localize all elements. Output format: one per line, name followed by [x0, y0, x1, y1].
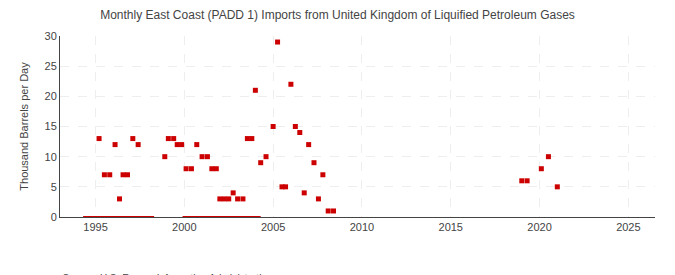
svg-text:2025: 2025	[616, 221, 640, 233]
svg-text:0: 0	[51, 211, 57, 223]
svg-text:15: 15	[45, 120, 57, 132]
svg-text:2020: 2020	[527, 221, 551, 233]
svg-text:Thousand Barrels per Day: Thousand Barrels per Day	[18, 62, 30, 191]
svg-text:10: 10	[45, 151, 57, 163]
svg-text:20: 20	[45, 90, 57, 102]
svg-text:30: 30	[45, 30, 57, 42]
svg-text:5: 5	[51, 181, 57, 193]
svg-text:2010: 2010	[350, 221, 374, 233]
svg-text:2015: 2015	[439, 221, 463, 233]
svg-text:Source: U.S. Energy Informatio: Source: U.S. Energy Information Administ…	[62, 273, 272, 275]
svg-text:25: 25	[45, 60, 57, 72]
svg-text:2000: 2000	[172, 221, 196, 233]
svg-text:1995: 1995	[83, 221, 107, 233]
svg-text:Monthly East Coast (PADD 1) Im: Monthly East Coast (PADD 1) Imports from…	[100, 8, 575, 22]
svg-text:2005: 2005	[261, 221, 285, 233]
